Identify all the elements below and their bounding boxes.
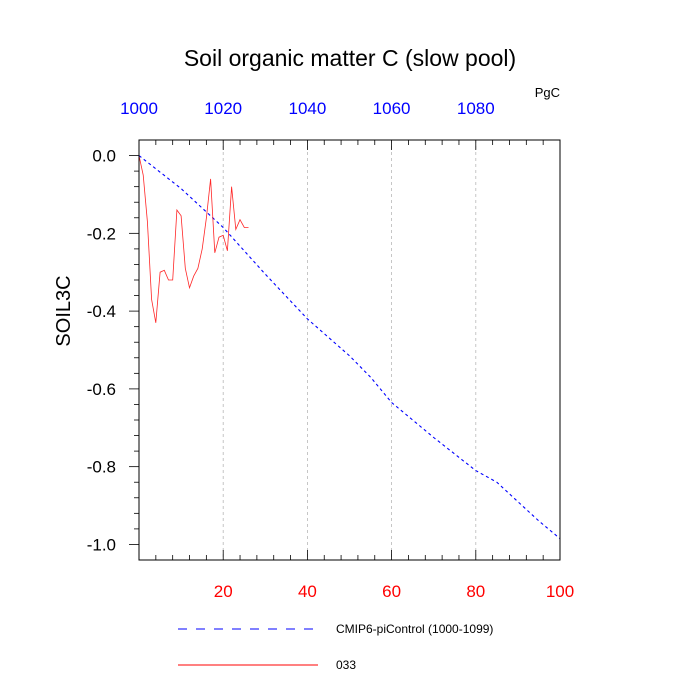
chart-title: Soil organic matter C (slow pool) bbox=[184, 45, 516, 71]
x-tick-label: 60 bbox=[382, 582, 401, 601]
x2-tick-label: 1040 bbox=[288, 99, 326, 118]
gridlines bbox=[222, 140, 477, 560]
y-axis-title: SOIL3C bbox=[53, 275, 75, 346]
x2-tick-label: 1000 bbox=[120, 99, 158, 118]
units-label: PgC bbox=[535, 85, 560, 100]
x2-tick-label: 1020 bbox=[204, 99, 242, 118]
y-tick-label: -0.6 bbox=[87, 380, 116, 399]
x-tick-label: 20 bbox=[214, 582, 233, 601]
axis-ticks: 20 40 60 80 100 1000 1020 1040 1060 1080 0.0 -0.2 -0… bbox=[87, 99, 574, 601]
x2-tick-label: 1080 bbox=[457, 99, 495, 118]
x-tick-label: 40 bbox=[298, 582, 317, 601]
series-line-0 bbox=[138, 155, 561, 540]
legend: CMIP6-piControl (1000-1099) 033 bbox=[178, 622, 493, 672]
series-layer bbox=[138, 155, 561, 540]
x2-tick-label: 1060 bbox=[373, 99, 411, 118]
y-tick-label: 0.0 bbox=[92, 147, 116, 166]
legend-label-1: 033 bbox=[336, 658, 356, 672]
y-tick-label: -0.8 bbox=[87, 458, 116, 477]
legend-label-0: CMIP6-piControl (1000-1099) bbox=[336, 622, 493, 636]
series-line-1 bbox=[138, 155, 249, 323]
x-tick-label: 80 bbox=[466, 582, 485, 601]
y-tick-label: -0.4 bbox=[87, 302, 116, 321]
plot-frame bbox=[138, 139, 561, 561]
y-tick-label: -1.0 bbox=[87, 535, 116, 554]
y-tick-label: -0.2 bbox=[87, 224, 116, 243]
x-tick-label: 100 bbox=[546, 582, 574, 601]
